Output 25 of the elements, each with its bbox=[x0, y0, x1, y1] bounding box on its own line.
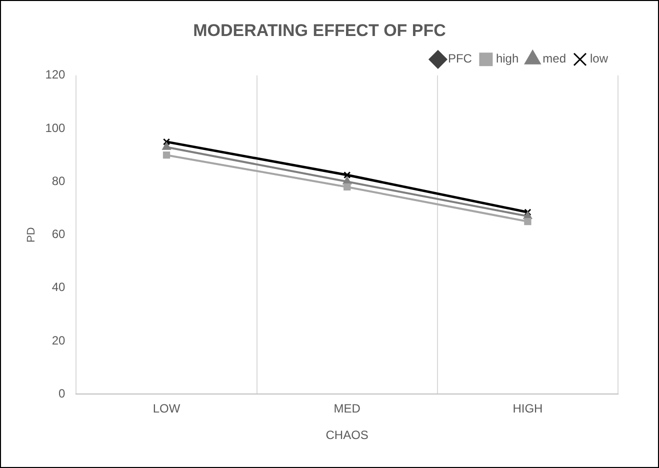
y-tick-label: 60 bbox=[52, 227, 66, 242]
x-tick-label: MED bbox=[334, 402, 361, 416]
point bbox=[162, 138, 170, 146]
y-tick-label: 20 bbox=[52, 333, 66, 348]
point bbox=[342, 176, 352, 184]
y-tick-label: 100 bbox=[45, 120, 66, 135]
x-tick-label: LOW bbox=[152, 402, 181, 416]
point bbox=[344, 183, 351, 191]
legend-label: low bbox=[590, 52, 608, 66]
y-tick-label: 80 bbox=[52, 174, 66, 188]
x-tick-label: HIGH bbox=[512, 402, 543, 416]
legend-label: high bbox=[496, 52, 519, 66]
point bbox=[162, 142, 171, 150]
y-tick-label: 0 bbox=[58, 386, 66, 401]
y-tick-label: 120 bbox=[45, 68, 66, 82]
legend-label: med bbox=[542, 52, 566, 66]
point bbox=[344, 171, 351, 179]
x-axis-title: CHAOS bbox=[326, 428, 368, 442]
point bbox=[162, 152, 170, 159]
point bbox=[524, 218, 532, 226]
y-tick-label: 40 bbox=[52, 280, 66, 294]
y-axis-title: PD bbox=[26, 227, 38, 242]
point bbox=[524, 208, 532, 216]
chart-title: MODERATING EFFECT OF PFC bbox=[193, 20, 446, 40]
legend-label: PFC bbox=[448, 52, 472, 66]
